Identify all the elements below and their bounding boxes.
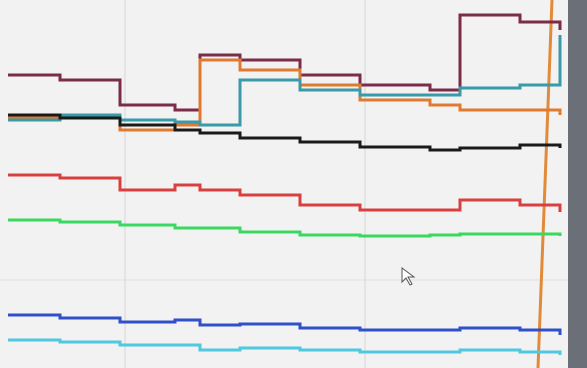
page: (() => { const data = JSON.parse(documen… — [0, 0, 587, 368]
chart — [0, 0, 587, 368]
screen-edge — [568, 0, 587, 368]
plot-background — [0, 0, 587, 368]
